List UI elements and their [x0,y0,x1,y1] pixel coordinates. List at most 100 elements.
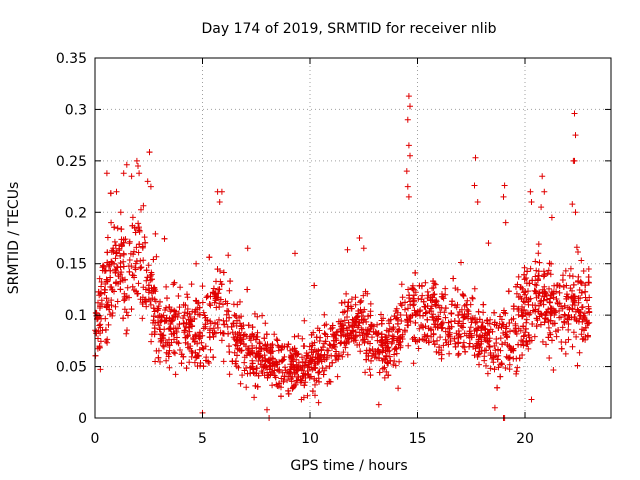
data-point [139,301,146,307]
data-point [561,302,568,309]
data-point [577,279,584,286]
data-point [407,298,414,305]
data-point [105,299,111,306]
data-point [327,326,334,332]
data-point [419,336,426,342]
data-point [563,282,570,289]
data-point [113,250,120,257]
data-point [306,343,313,350]
data-point [131,224,138,231]
data-point [281,373,288,380]
data-point [191,315,198,322]
data-point [107,190,114,197]
data-point [573,244,580,251]
data-point [93,330,100,337]
data-point [187,317,194,324]
data-point [130,251,137,258]
data-point [362,369,369,376]
data-point [574,362,581,369]
data-point [497,313,504,320]
data-point [136,228,143,235]
data-point [207,346,214,353]
data-point [138,264,145,271]
data-point [252,382,259,389]
data-point [139,243,146,250]
data-point [455,340,462,347]
data-point [181,309,188,316]
data-point [405,305,411,312]
x-tick-label: 0 [91,431,100,447]
data-point [484,320,491,327]
data-point [171,279,178,286]
data-point [112,280,119,287]
data-point [430,278,437,285]
data-point [244,286,251,293]
data-point [556,314,563,321]
data-point [301,317,308,324]
data-point [572,132,579,139]
data-point [484,370,491,377]
data-point [290,384,297,391]
data-point [404,116,411,123]
data-point [570,329,577,336]
data-point [476,333,483,340]
data-point [159,314,165,321]
data-point [402,306,408,313]
data-point [216,304,223,310]
data-point [141,234,148,241]
data-point [509,346,516,353]
data-point [146,149,153,156]
data-point [279,357,286,364]
data-point [278,346,285,353]
data-point [352,318,359,325]
data-point [110,248,117,255]
data-point [227,278,234,285]
data-point [186,328,193,335]
data-point [513,368,520,375]
data-point [397,300,404,307]
data-point [215,290,222,297]
data-point [515,341,522,348]
data-point [358,309,365,316]
data-point [565,316,571,323]
data-point [166,304,173,311]
data-point [413,311,420,318]
data-point [132,229,139,236]
data-point [436,344,443,351]
data-point [216,286,223,293]
data-point [133,157,140,164]
data-point [505,354,512,361]
data-point [307,357,314,364]
data-point [415,345,422,352]
data-point [545,324,552,331]
data-point [150,256,157,263]
data-point [275,344,282,350]
data-point [234,342,240,349]
data-point [497,373,504,380]
data-point [111,260,117,267]
data-point [218,337,225,344]
data-point [553,333,560,340]
data-point [97,303,104,310]
data-point [261,335,268,342]
data-point [392,308,399,314]
data-point [496,320,503,327]
data-point [378,341,385,348]
data-point [96,343,103,350]
data-point [108,297,115,304]
data-point [278,358,285,365]
data-point [204,293,211,300]
data-point [567,285,574,292]
data-point [358,316,365,323]
data-point [263,364,270,370]
data-point [321,311,328,318]
data-point [568,314,575,321]
data-point [494,356,501,363]
data-point [237,380,244,387]
data-point [584,332,591,339]
data-point [411,334,418,341]
data-point [515,311,522,318]
data-point [362,288,369,295]
data-point [135,163,141,169]
data-point [401,327,408,334]
